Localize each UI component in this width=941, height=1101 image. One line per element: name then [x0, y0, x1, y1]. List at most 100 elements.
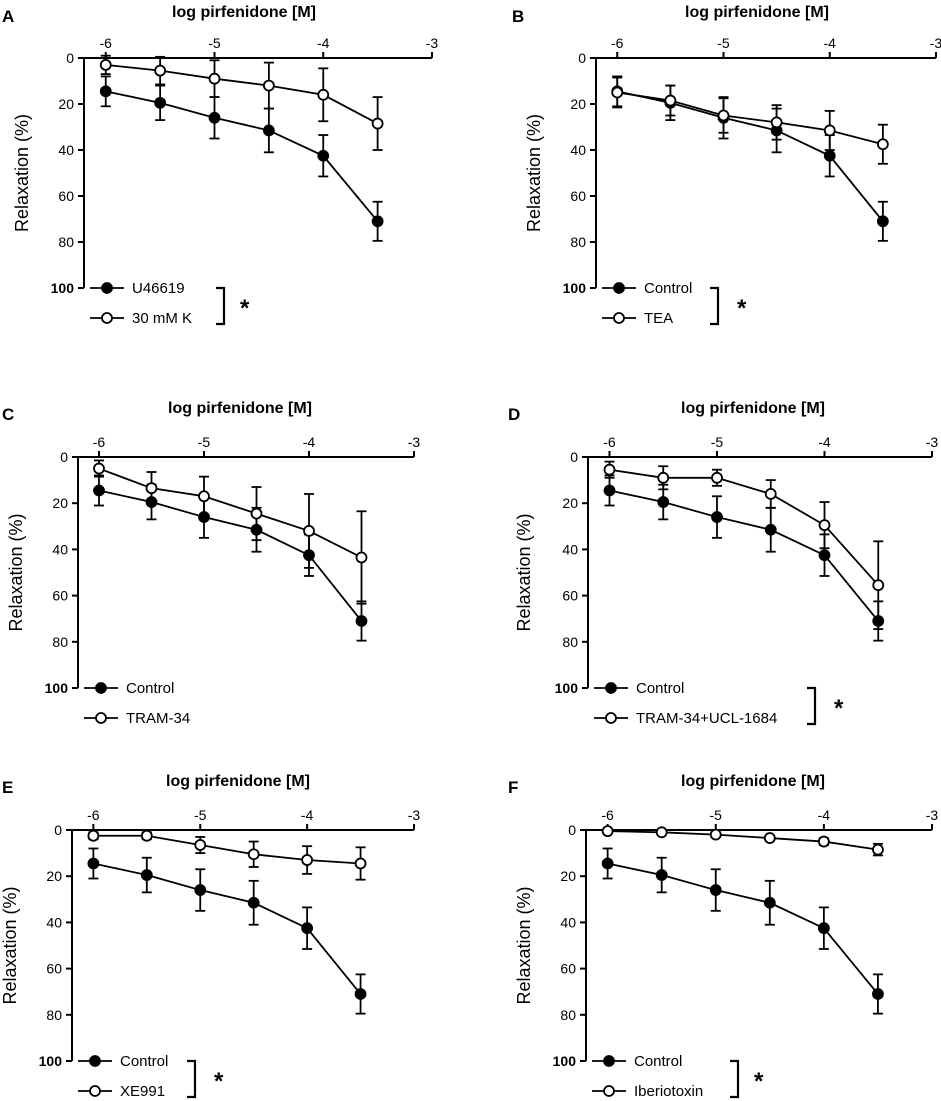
y-tick-label: 0 — [568, 822, 576, 838]
data-point-open — [709, 828, 722, 841]
x-tick-label: -3 — [926, 434, 939, 450]
legend-label: 30 mM K — [132, 310, 192, 327]
x-tick-label: -3 — [408, 434, 421, 450]
data-point-open — [140, 829, 153, 842]
data-point-filled — [371, 215, 384, 228]
data-point-open — [763, 832, 776, 844]
data-point-open — [355, 551, 368, 564]
y-tick-label: 100 — [563, 280, 587, 296]
data-point-filled — [763, 896, 776, 909]
y-tick-label: 20 — [570, 96, 586, 112]
y-tick-label: 40 — [52, 541, 68, 557]
series-line — [609, 489, 879, 622]
data-point-open — [301, 854, 314, 866]
data-point-filled — [818, 549, 831, 562]
y-tick-label: 0 — [60, 449, 68, 465]
data-point-open — [664, 94, 677, 107]
y-tick-label: 40 — [560, 914, 576, 930]
data-point-filled — [194, 884, 207, 896]
y-tick-label: 0 — [66, 50, 74, 66]
legend-marker-filled — [89, 1055, 101, 1067]
x-tick-label: -5 — [198, 434, 211, 450]
series-filled — [603, 474, 885, 642]
data-point-filled — [817, 922, 830, 935]
series-filled — [99, 75, 384, 242]
data-point-filled — [208, 111, 221, 124]
x-tick-label: -6 — [611, 35, 624, 51]
data-point-open — [876, 138, 889, 151]
y-tick-label: 60 — [52, 588, 68, 604]
significance-bracket — [187, 1059, 197, 1099]
y-tick-label: 0 — [578, 50, 586, 66]
data-point-filled — [354, 988, 367, 1000]
series-line — [609, 468, 879, 586]
y-tick-label: 20 — [562, 495, 578, 511]
significance-star: * — [754, 1068, 764, 1095]
x-tick-label: -3 — [930, 35, 941, 51]
y-tick-label: 60 — [570, 188, 586, 204]
x-tick-label: -3 — [408, 807, 421, 823]
x-tick-label: -4 — [301, 807, 314, 823]
x-tick-label: -6 — [87, 807, 100, 823]
series-filled — [93, 474, 368, 642]
data-point-open — [717, 109, 730, 122]
series-open — [611, 76, 889, 165]
x-tick-label: -4 — [818, 434, 831, 450]
legend-label: U46619 — [132, 280, 185, 297]
series-filled — [611, 75, 889, 242]
x-tick-label: -5 — [710, 807, 723, 823]
panel-letter: A — [2, 7, 14, 26]
series-line — [607, 830, 879, 851]
significance-bracket — [730, 1059, 740, 1099]
panel-letter: D — [508, 405, 520, 424]
series-line — [617, 90, 884, 222]
data-point-filled — [709, 884, 722, 896]
series-open — [99, 54, 384, 151]
legend-label: TEA — [644, 310, 673, 327]
data-point-open — [770, 116, 783, 129]
x-axis-title: log pirfenidone [M] — [681, 773, 825, 790]
data-point-open — [354, 857, 367, 870]
data-point-open — [872, 579, 885, 592]
data-point-filled — [764, 523, 777, 536]
x-tick-label: -6 — [93, 434, 106, 450]
x-axis-title: log pirfenidone [M] — [166, 773, 310, 790]
y-tick-label: 80 — [46, 1007, 62, 1023]
legend-label: TRAM-34 — [126, 710, 190, 727]
data-point-open — [601, 825, 614, 838]
panel-letter: E — [2, 778, 13, 797]
y-tick-label: 80 — [562, 634, 578, 650]
data-point-filled — [154, 96, 167, 109]
y-tick-label: 20 — [58, 96, 74, 112]
series-line — [93, 862, 362, 995]
x-tick-label: -4 — [317, 35, 330, 51]
y-tick-label: 40 — [46, 914, 62, 930]
series-line — [98, 489, 363, 622]
data-point-open — [154, 64, 167, 77]
data-point-open — [93, 462, 105, 475]
data-point-open — [262, 79, 275, 92]
legend-label: Control — [126, 680, 174, 697]
y-tick-label: 0 — [54, 822, 62, 838]
y-tick-label: 80 — [58, 234, 74, 250]
data-point-open — [764, 488, 777, 500]
legend-marker-filled — [101, 282, 113, 294]
legend-label: TRAM-34+UCL-1684 — [636, 710, 777, 727]
data-point-open — [99, 59, 112, 71]
y-tick-label: 40 — [562, 541, 578, 557]
significance-star: * — [737, 295, 747, 322]
data-point-open — [198, 490, 210, 503]
series-open — [601, 825, 884, 857]
y-tick-label: 100 — [555, 680, 579, 696]
series-open — [87, 829, 367, 881]
y-tick-label: 80 — [560, 1007, 576, 1023]
significance-star: * — [834, 695, 844, 722]
data-point-open — [818, 519, 831, 532]
y-axis-title: Relaxation (%) — [0, 886, 20, 1004]
y-axis-title: Relaxation (%) — [12, 114, 32, 232]
x-tick-label: -4 — [303, 434, 316, 450]
